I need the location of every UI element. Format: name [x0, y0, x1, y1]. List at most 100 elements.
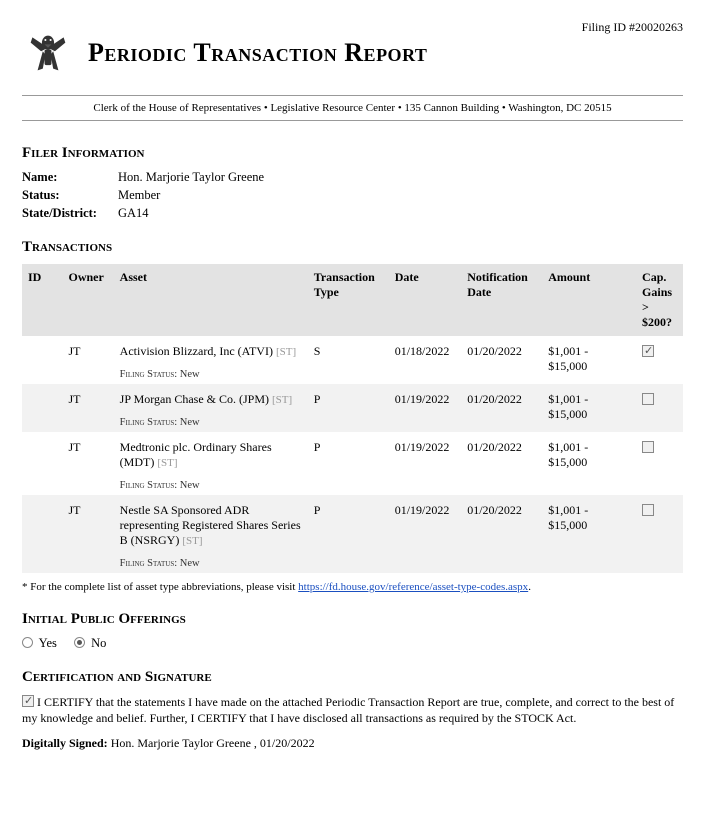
table-header-row: ID Owner Asset Transaction Type Date Not…	[22, 264, 683, 336]
filer-name-label: Name:	[22, 170, 118, 185]
cert-statement: I CERTIFY that the statements I have mad…	[22, 695, 674, 725]
td-type: P	[308, 384, 389, 432]
radio-icon	[74, 637, 85, 648]
footnote-link[interactable]: https://fd.house.gov/reference/asset-typ…	[298, 581, 528, 593]
cert-checkbox[interactable]	[22, 695, 34, 707]
ipo-no-option[interactable]: No	[74, 636, 106, 650]
td-owner: JT	[63, 384, 114, 432]
td-id	[22, 384, 63, 432]
td-asset: Activision Blizzard, Inc (ATVI) [ST] Fili…	[114, 336, 308, 384]
asset-type-tag: [ST]	[276, 346, 296, 358]
cap-gains-checkbox[interactable]	[642, 441, 654, 453]
cap-gains-checkbox[interactable]	[642, 345, 654, 357]
th-amount: Amount	[542, 264, 636, 336]
filing-id-value: 20020263	[635, 20, 683, 34]
td-cap	[636, 384, 683, 432]
digital-signature: Digitally Signed: Hon. Marjorie Taylor G…	[22, 736, 683, 751]
th-date: Date	[389, 264, 461, 336]
filing-status: Filing Status: New	[120, 480, 302, 491]
transactions-table: ID Owner Asset Transaction Type Date Not…	[22, 264, 683, 573]
td-type: P	[308, 495, 389, 573]
asset-type-footnote: * For the complete list of asset type ab…	[22, 581, 683, 593]
section-filer-info: Filer Information	[22, 145, 683, 162]
table-row: JT JP Morgan Chase & Co. (JPM) [ST] Filing…	[22, 384, 683, 432]
footnote-suffix: .	[528, 581, 531, 593]
eagle-seal-icon	[22, 25, 74, 81]
asset-type-tag: [ST]	[182, 535, 202, 547]
ipo-options: Yes No	[22, 636, 683, 651]
th-cap: Cap. Gains > $200?	[636, 264, 683, 336]
filer-district-label: State/District:	[22, 206, 118, 221]
filer-name-row: Name: Hon. Marjorie Taylor Greene	[22, 170, 683, 185]
filer-status-row: Status: Member	[22, 188, 683, 203]
clerk-address: Clerk of the House of Representatives • …	[22, 95, 683, 121]
filing-status: Filing Status: New	[120, 558, 302, 569]
td-notif: 01/20/2022	[461, 336, 542, 384]
td-asset: Nestle SA Sponsored ADR representing Reg…	[114, 495, 308, 573]
asset-name: Activision Blizzard, Inc (ATVI)	[120, 344, 276, 358]
td-date: 01/18/2022	[389, 336, 461, 384]
td-asset: Medtronic plc. Ordinary Shares (MDT) [ST…	[114, 432, 308, 495]
td-id	[22, 336, 63, 384]
td-notif: 01/20/2022	[461, 495, 542, 573]
td-amount: $1,001 - $15,000	[542, 495, 636, 573]
td-id	[22, 432, 63, 495]
filing-status-value: New	[180, 480, 200, 491]
td-notif: 01/20/2022	[461, 384, 542, 432]
th-asset: Asset	[114, 264, 308, 336]
td-owner: JT	[63, 495, 114, 573]
td-cap	[636, 336, 683, 384]
th-type: Transaction Type	[308, 264, 389, 336]
cap-gains-checkbox[interactable]	[642, 504, 654, 516]
filing-status: Filing Status: New	[120, 369, 302, 380]
td-owner: JT	[63, 432, 114, 495]
footnote-prefix: * For the complete list of asset type ab…	[22, 581, 298, 593]
td-amount: $1,001 - $15,000	[542, 384, 636, 432]
filing-status-value: New	[180, 417, 200, 428]
certification-text: I CERTIFY that the statements I have mad…	[22, 694, 683, 726]
asset-type-tag: [ST]	[157, 457, 177, 469]
ipo-no-label: No	[91, 636, 106, 650]
asset-type-tag: [ST]	[272, 394, 292, 406]
th-notif: Notification Date	[461, 264, 542, 336]
td-date: 01/19/2022	[389, 495, 461, 573]
ipo-yes-label: Yes	[39, 636, 57, 650]
table-row: JTNestle SA Sponsored ADR representing R…	[22, 495, 683, 573]
filer-status-value: Member	[118, 188, 160, 203]
td-amount: $1,001 - $15,000	[542, 432, 636, 495]
th-id: ID	[22, 264, 63, 336]
report-title: Periodic Transaction Report	[88, 38, 427, 68]
ipo-yes-option[interactable]: Yes	[22, 636, 57, 650]
cap-gains-checkbox[interactable]	[642, 393, 654, 405]
td-id	[22, 495, 63, 573]
filer-status-label: Status:	[22, 188, 118, 203]
filer-district-row: State/District: GA14	[22, 206, 683, 221]
section-transactions: Transactions	[22, 239, 683, 256]
signed-label: Digitally Signed:	[22, 736, 108, 750]
table-row: JT Activision Blizzard, Inc (ATVI) [ST] Fi…	[22, 336, 683, 384]
asset-name: JP Morgan Chase & Co. (JPM)	[120, 392, 272, 406]
asset-name: Medtronic plc. Ordinary Shares (MDT)	[120, 440, 272, 469]
filer-name-value: Hon. Marjorie Taylor Greene	[118, 170, 264, 185]
td-owner: JT	[63, 336, 114, 384]
filing-status-value: New	[180, 369, 200, 380]
filing-id-label: Filing ID #	[582, 20, 635, 34]
section-certification: Certification and Signature	[22, 669, 683, 686]
asset-name: Nestle SA Sponsored ADR representing Reg…	[120, 503, 301, 547]
th-owner: Owner	[63, 264, 114, 336]
section-ipo: Initial Public Offerings	[22, 611, 683, 628]
filer-district-value: GA14	[118, 206, 149, 221]
td-type: P	[308, 432, 389, 495]
radio-icon	[22, 637, 33, 648]
td-asset: JP Morgan Chase & Co. (JPM) [ST] Filing S…	[114, 384, 308, 432]
table-row: JTMedtronic plc. Ordinary Shares (MDT) […	[22, 432, 683, 495]
filing-status-value: New	[180, 558, 200, 569]
td-cap	[636, 495, 683, 573]
td-date: 01/19/2022	[389, 432, 461, 495]
filing-status: Filing Status: New	[120, 417, 302, 428]
td-type: S	[308, 336, 389, 384]
signed-value: Hon. Marjorie Taylor Greene , 01/20/2022	[111, 736, 315, 750]
td-amount: $1,001 - $15,000	[542, 336, 636, 384]
td-date: 01/19/2022	[389, 384, 461, 432]
td-cap	[636, 432, 683, 495]
